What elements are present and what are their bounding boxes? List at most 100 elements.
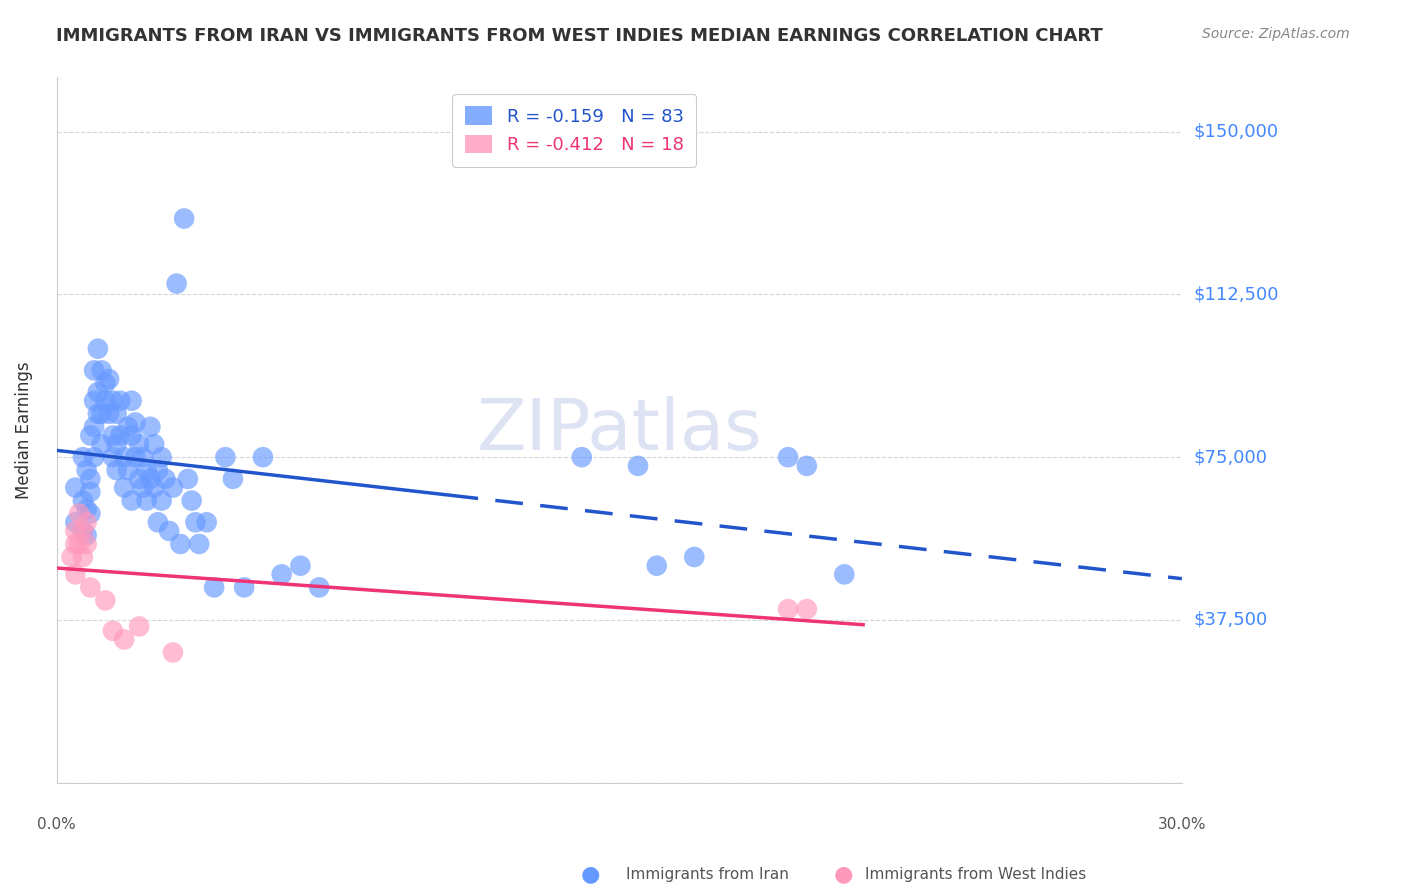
- Point: [65, 567, 87, 582]
- Point: [112, 450, 135, 465]
- Point: [128, 472, 150, 486]
- Point: [87, 407, 110, 421]
- Point: [214, 450, 236, 465]
- Point: [796, 458, 818, 473]
- Point: [645, 558, 668, 573]
- Point: [65, 516, 87, 530]
- Text: ●: ●: [834, 864, 853, 884]
- Point: [87, 385, 110, 400]
- Point: [180, 493, 202, 508]
- Point: [143, 481, 166, 495]
- Point: [90, 363, 112, 377]
- Text: $75,000: $75,000: [1194, 448, 1267, 467]
- Text: $112,500: $112,500: [1194, 285, 1278, 303]
- Legend: R = -0.159   N = 83, R = -0.412   N = 18: R = -0.159 N = 83, R = -0.412 N = 18: [453, 94, 696, 167]
- Text: 30.0%: 30.0%: [1157, 817, 1206, 832]
- Point: [222, 472, 245, 486]
- Point: [83, 419, 105, 434]
- Point: [146, 516, 169, 530]
- Point: [195, 516, 218, 530]
- Point: [117, 463, 139, 477]
- Point: [169, 537, 191, 551]
- Text: ●: ●: [581, 864, 600, 884]
- Text: $150,000: $150,000: [1194, 123, 1278, 141]
- Point: [112, 632, 135, 647]
- Point: [79, 472, 101, 486]
- Point: [94, 593, 117, 607]
- Point: [79, 428, 101, 442]
- Point: [834, 567, 856, 582]
- Point: [776, 450, 799, 465]
- Point: [76, 502, 98, 516]
- Point: [121, 428, 143, 442]
- Point: [67, 537, 90, 551]
- Text: IMMIGRANTS FROM IRAN VS IMMIGRANTS FROM WEST INDIES MEDIAN EARNINGS CORRELATION : IMMIGRANTS FROM IRAN VS IMMIGRANTS FROM …: [56, 27, 1102, 45]
- Y-axis label: Median Earnings: Median Earnings: [15, 361, 32, 499]
- Point: [101, 428, 124, 442]
- Point: [308, 580, 330, 594]
- Text: $37,500: $37,500: [1194, 611, 1267, 629]
- Text: ZIPatlas: ZIPatlas: [477, 395, 762, 465]
- Point: [571, 450, 593, 465]
- Point: [150, 493, 173, 508]
- Point: [72, 524, 94, 538]
- Point: [101, 624, 124, 638]
- Point: [94, 393, 117, 408]
- Text: Immigrants from West Indies: Immigrants from West Indies: [865, 867, 1085, 881]
- Point: [121, 493, 143, 508]
- Point: [90, 407, 112, 421]
- Point: [683, 549, 706, 564]
- Point: [124, 450, 146, 465]
- Point: [72, 524, 94, 538]
- Point: [72, 450, 94, 465]
- Point: [128, 619, 150, 633]
- Point: [67, 507, 90, 521]
- Point: [270, 567, 292, 582]
- Point: [110, 428, 132, 442]
- Point: [110, 393, 132, 408]
- Point: [105, 463, 128, 477]
- Point: [98, 372, 121, 386]
- Point: [188, 537, 211, 551]
- Point: [79, 580, 101, 594]
- Point: [135, 463, 157, 477]
- Point: [87, 342, 110, 356]
- Point: [166, 277, 188, 291]
- Point: [76, 528, 98, 542]
- Point: [76, 516, 98, 530]
- Point: [139, 472, 162, 486]
- Point: [101, 450, 124, 465]
- Point: [83, 450, 105, 465]
- Point: [83, 393, 105, 408]
- Point: [139, 419, 162, 434]
- Point: [150, 450, 173, 465]
- Text: Immigrants from Iran: Immigrants from Iran: [626, 867, 789, 881]
- Point: [79, 507, 101, 521]
- Point: [132, 481, 155, 495]
- Point: [143, 437, 166, 451]
- Point: [173, 211, 195, 226]
- Point: [124, 416, 146, 430]
- Point: [101, 393, 124, 408]
- Point: [105, 407, 128, 421]
- Point: [128, 437, 150, 451]
- Point: [132, 450, 155, 465]
- Point: [76, 537, 98, 551]
- Point: [72, 493, 94, 508]
- Point: [290, 558, 312, 573]
- Point: [252, 450, 274, 465]
- Point: [60, 549, 83, 564]
- Point: [112, 481, 135, 495]
- Point: [121, 393, 143, 408]
- Text: Source: ZipAtlas.com: Source: ZipAtlas.com: [1202, 27, 1350, 41]
- Point: [76, 463, 98, 477]
- Point: [117, 419, 139, 434]
- Point: [98, 407, 121, 421]
- Point: [155, 472, 177, 486]
- Point: [796, 602, 818, 616]
- Point: [184, 516, 207, 530]
- Point: [72, 549, 94, 564]
- Point: [146, 463, 169, 477]
- Point: [90, 437, 112, 451]
- Point: [105, 437, 128, 451]
